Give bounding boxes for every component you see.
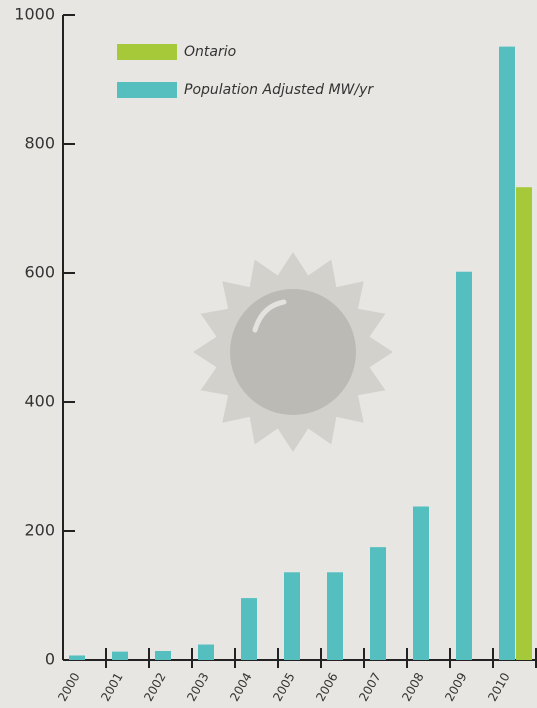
- y-tick-label: 1000: [14, 5, 55, 24]
- y-tick-label: 600: [24, 263, 55, 282]
- bar: [284, 572, 300, 660]
- sun-disc: [230, 289, 356, 415]
- bar: [198, 644, 214, 660]
- y-tick-label: 200: [24, 521, 55, 540]
- bar: [456, 271, 472, 660]
- bar: [413, 506, 429, 660]
- legend-label: Population Adjusted MW/yr: [184, 82, 374, 98]
- bar: [499, 46, 515, 661]
- bar: [327, 572, 343, 660]
- legend-swatch: [117, 82, 177, 98]
- y-tick-label: 0: [45, 650, 55, 669]
- legend-label: Ontario: [184, 44, 236, 60]
- legend-swatch: [117, 44, 177, 60]
- y-tick-label: 800: [24, 134, 55, 153]
- bar: [370, 547, 386, 660]
- bar: [155, 650, 171, 660]
- sun-highlight: [252, 299, 287, 333]
- bar: [69, 655, 85, 660]
- bar: [112, 651, 128, 660]
- bar: [241, 598, 257, 660]
- sun-illustration: [193, 252, 393, 452]
- y-tick-label: 400: [24, 392, 55, 411]
- bar: [516, 187, 532, 660]
